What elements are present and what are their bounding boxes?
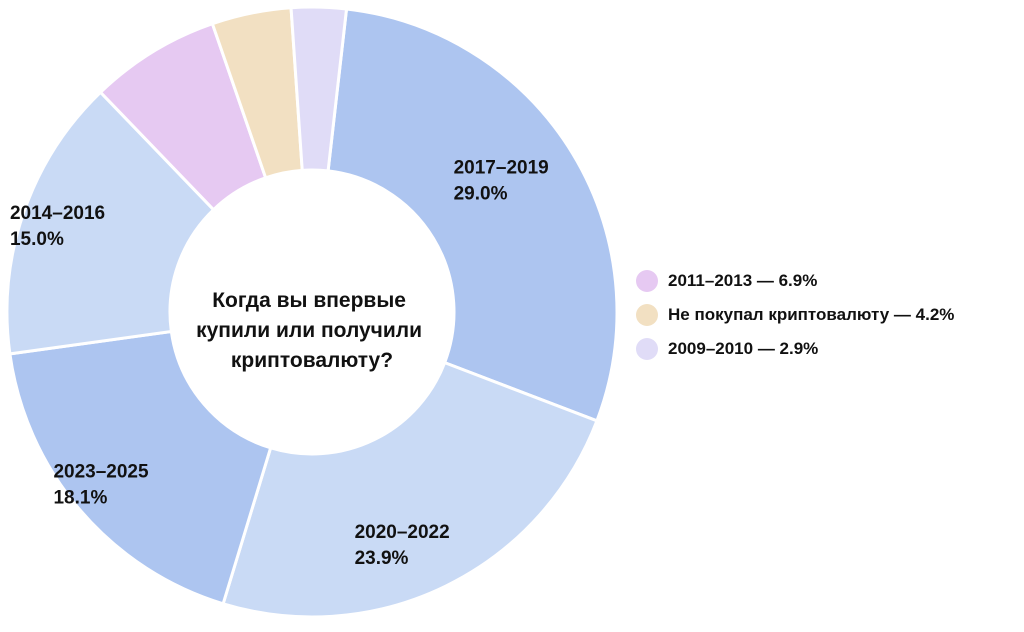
slice-label-category: 2020–2022 [355,522,450,543]
donut-slices [5,5,619,619]
legend-item-2011-2013: 2011–2013 — 6.9% [636,264,954,298]
chart-legend: 2011–2013 — 6.9% Не покупал криптовалюту… [636,264,954,366]
slice-label-category: 2023–2025 [53,461,149,482]
slice-label-category: 2017–2019 [454,157,549,178]
legend-swatch [636,304,658,326]
legend-label: Не покупал криптовалюту — 4.2% [668,305,955,324]
slice-labels: 2017–2019 29.0% 2020–2022 23.9% 2023–2025 18.… [10,157,549,569]
legend-item-2009-2010: 2009–2010 — 2.9% [636,332,954,366]
slice-label-value: 29.0% [454,183,508,204]
chart-title-line-2: купили или получили [196,319,422,342]
legend-swatch [636,338,658,360]
legend-item-no-purchase: Не покупал криптовалюту — 4.2% [636,298,954,332]
chart-title: Когда вы впервые купили или получили кри… [196,289,428,372]
chart-title-line-1: Когда вы впервые [212,289,406,312]
slice-2020–2022 [221,360,599,619]
legend-label: 2011–2013 — 6.9% [668,271,818,290]
slice-label-category: 2014–2016 [10,203,105,224]
legend-label: 2009–2010 — 2.9% [668,339,819,358]
slice-label-value: 23.9% [355,548,409,569]
chart-title-line-3: криптовалюту? [231,349,393,372]
slice-label-value: 15.0% [10,229,64,250]
slice-label-value: 18.1% [53,487,107,508]
donut-hole [170,170,454,454]
legend-swatch [636,270,658,292]
